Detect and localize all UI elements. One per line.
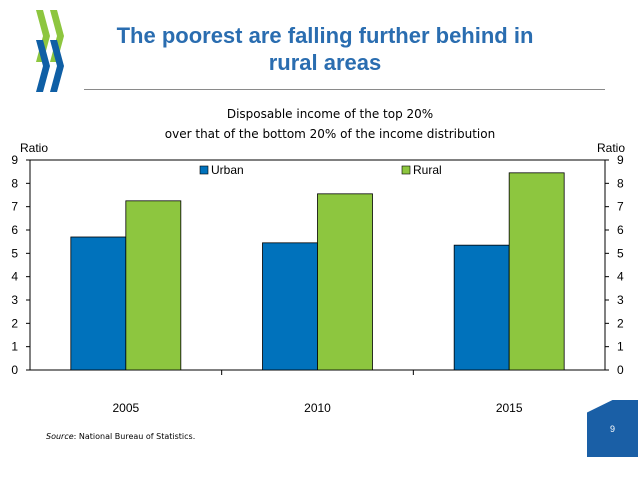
legend-swatch-urban — [199, 165, 209, 175]
page-number-badge — [587, 400, 638, 457]
legend-label-urban: Urban — [211, 163, 244, 177]
slide-title-line1: The poorest are falling further behind i… — [116, 23, 534, 48]
y-tick-label-left: 9 — [11, 153, 18, 167]
y-tick-label-right: 5 — [617, 246, 624, 260]
source-label: Source — [46, 432, 74, 441]
y-tick-label-left: 8 — [11, 176, 18, 190]
y-tick-label-right: 6 — [617, 223, 624, 237]
legend-label-rural: Rural — [413, 163, 442, 177]
source-text: : National Bureau of Statistics. — [73, 432, 196, 441]
y-tick-label-right: 1 — [617, 340, 624, 354]
bar-rural — [508, 172, 565, 371]
x-tick-label: 2005 — [112, 401, 139, 415]
slide-title-line2: rural areas — [268, 50, 382, 75]
y-axis-label-right: Ratio — [597, 141, 625, 155]
y-tick-label-left: 0 — [11, 363, 18, 377]
bar-rural — [317, 193, 373, 371]
y-tick-label-left: 5 — [11, 246, 18, 260]
chart-title: Disposable income of the top 20% over th… — [80, 104, 580, 144]
logo-stripe-4 — [50, 40, 64, 92]
bar-rural — [125, 200, 182, 371]
y-tick-label-right: 9 — [617, 153, 624, 167]
chart-title-line2: over that of the bottom 20% of the incom… — [164, 127, 496, 141]
legend-swatch-rural — [401, 165, 411, 175]
y-tick-label-left: 4 — [11, 270, 18, 284]
y-tick-label-left: 2 — [11, 316, 18, 330]
y-tick-label-left: 6 — [11, 223, 18, 237]
x-tick-label: 2010 — [304, 401, 331, 415]
bar-urban — [262, 242, 318, 371]
y-tick-label-right: 3 — [617, 293, 624, 307]
y-tick-label-right: 2 — [617, 316, 624, 330]
source-note: Source: National Bureau of Statistics. — [46, 432, 195, 441]
chart-title-line1: Disposable income of the top 20% — [226, 107, 434, 121]
x-tick-label: 2015 — [496, 401, 523, 415]
oecd-logo-icon — [36, 10, 64, 92]
page-number: 9 — [609, 424, 615, 434]
y-tick-label-left: 1 — [11, 340, 18, 354]
y-tick-label-right: 4 — [617, 270, 624, 284]
y-axis-label-left: Ratio — [20, 141, 48, 155]
title-divider — [84, 89, 605, 90]
bar-urban — [70, 236, 127, 371]
y-tick-label-left: 7 — [11, 200, 18, 214]
y-tick-label-left: 3 — [11, 293, 18, 307]
y-tick-label-right: 7 — [617, 200, 624, 214]
slide-title: The poorest are falling further behind i… — [80, 22, 570, 76]
logo-stripe-3 — [36, 40, 50, 92]
y-tick-label-right: 8 — [617, 176, 624, 190]
y-tick-label-right: 0 — [617, 363, 624, 377]
bar-urban — [453, 244, 510, 371]
